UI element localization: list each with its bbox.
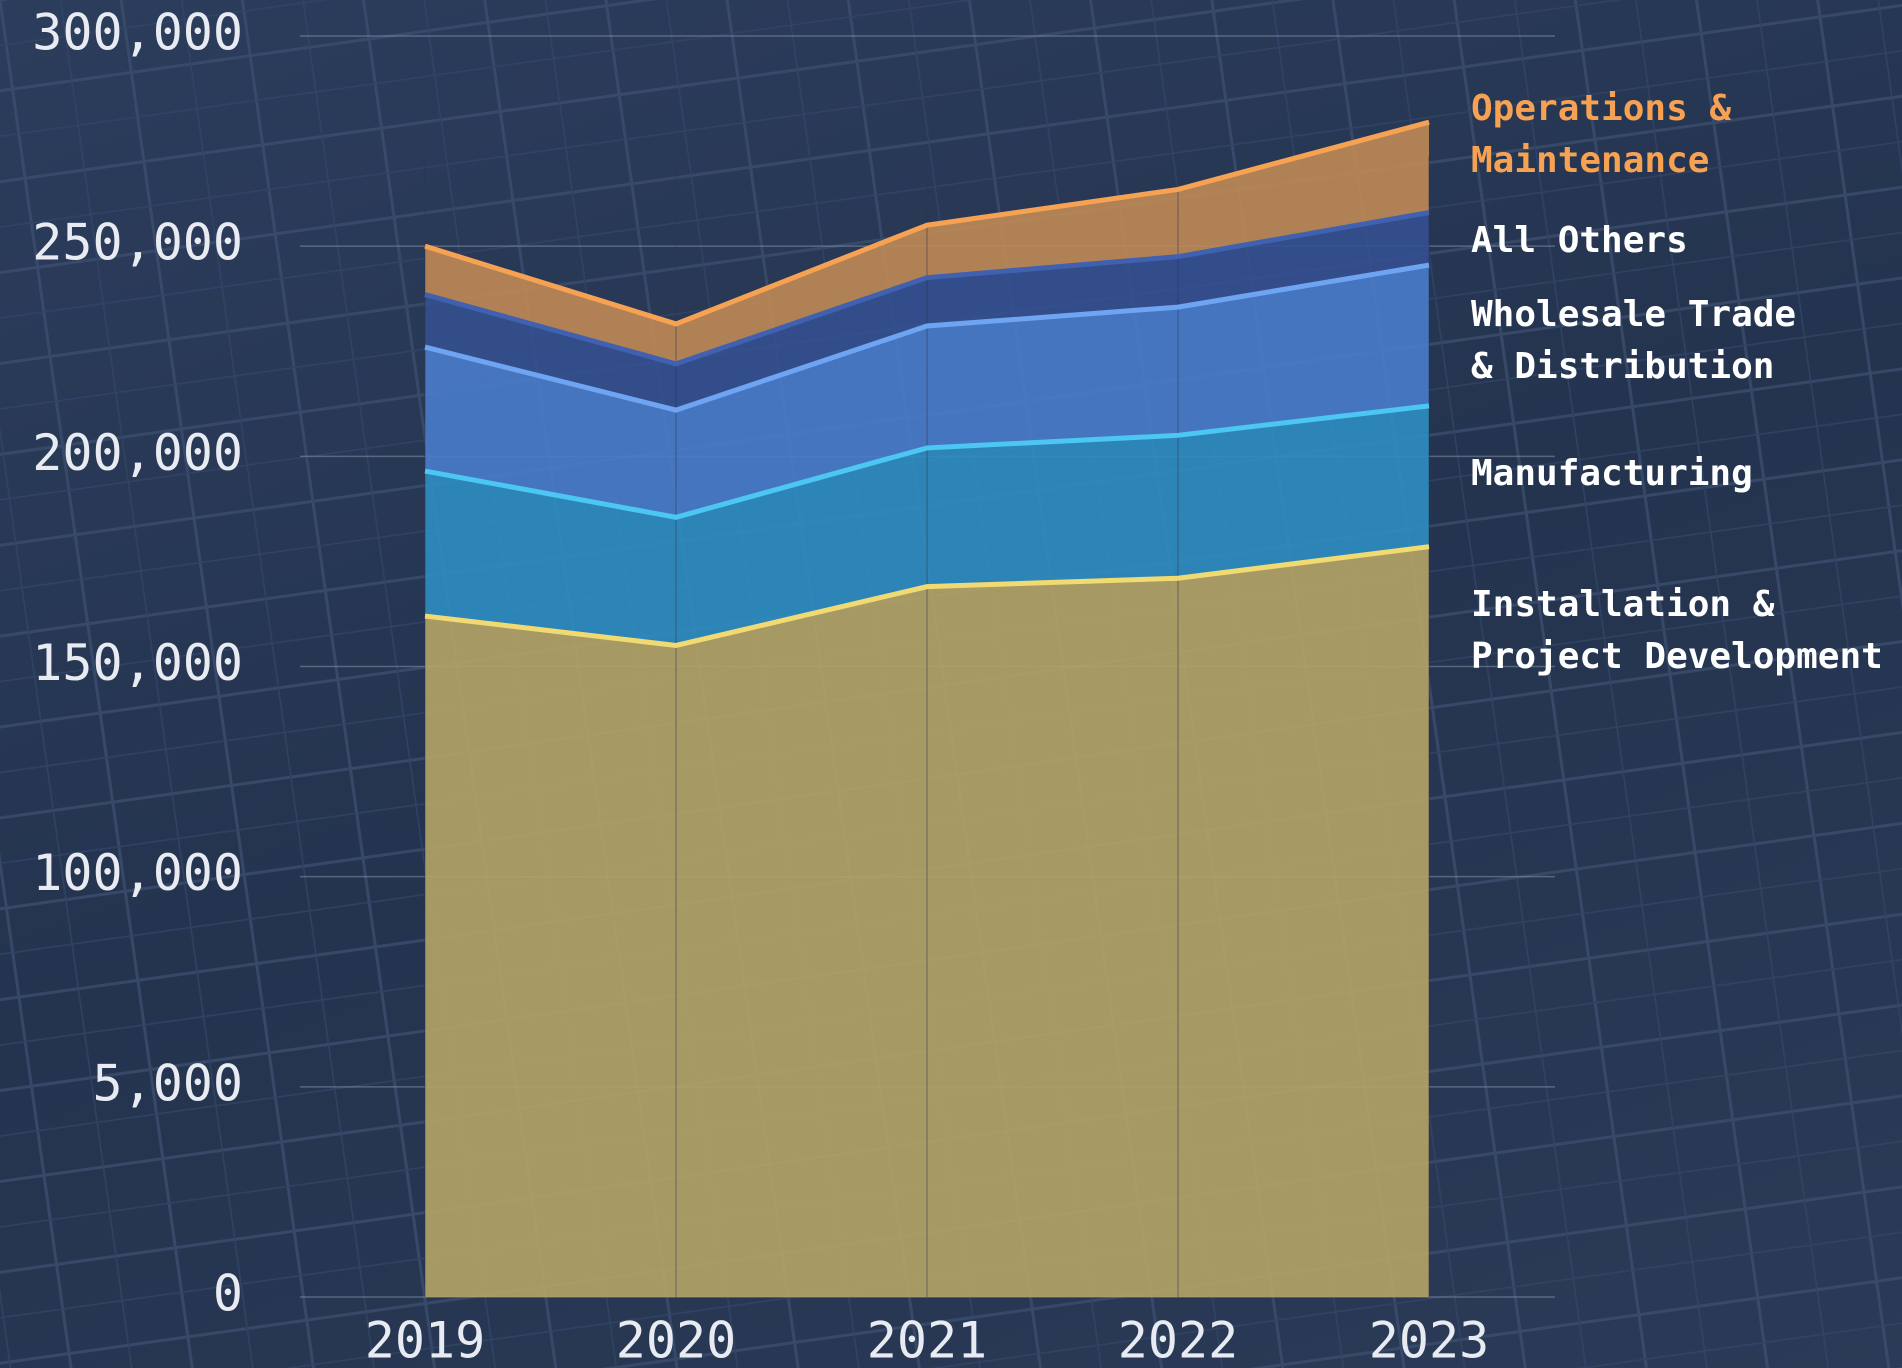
legend-label: Wholesale Trade & Distribution bbox=[1471, 294, 1797, 387]
x-tick-label: 2019 bbox=[365, 1312, 485, 1368]
area bbox=[425, 546, 1429, 1297]
y-tick-label: 150,000 bbox=[32, 634, 243, 692]
x-tick-label: 2020 bbox=[616, 1312, 736, 1368]
series-line bbox=[424, 403, 1430, 520]
series-line bbox=[424, 210, 1430, 367]
area bbox=[425, 122, 1429, 364]
y-tick-label: 300,000 bbox=[32, 4, 243, 62]
area bbox=[425, 265, 1429, 518]
series-line bbox=[424, 119, 1430, 327]
x-tick-label: 2023 bbox=[1369, 1312, 1489, 1368]
legend-label: Operations & Maintenance bbox=[1471, 88, 1732, 181]
area bbox=[425, 405, 1429, 646]
legend-label: Installation & Project Development bbox=[1471, 584, 1883, 677]
y-tick-label: 250,000 bbox=[32, 214, 243, 272]
legend-label: Manufacturing bbox=[1471, 453, 1753, 494]
area bbox=[425, 212, 1429, 411]
y-tick-label: 200,000 bbox=[32, 424, 243, 482]
series-line bbox=[424, 262, 1430, 413]
x-tick-label: 2021 bbox=[867, 1312, 987, 1368]
y-tick-label: 100,000 bbox=[32, 844, 243, 902]
series-line bbox=[424, 544, 1430, 649]
y-tick-label: 0 bbox=[213, 1265, 243, 1323]
x-tick-label: 2022 bbox=[1118, 1312, 1238, 1368]
legend-label: All Others bbox=[1471, 220, 1688, 261]
y-tick-label: 5,000 bbox=[92, 1054, 243, 1112]
